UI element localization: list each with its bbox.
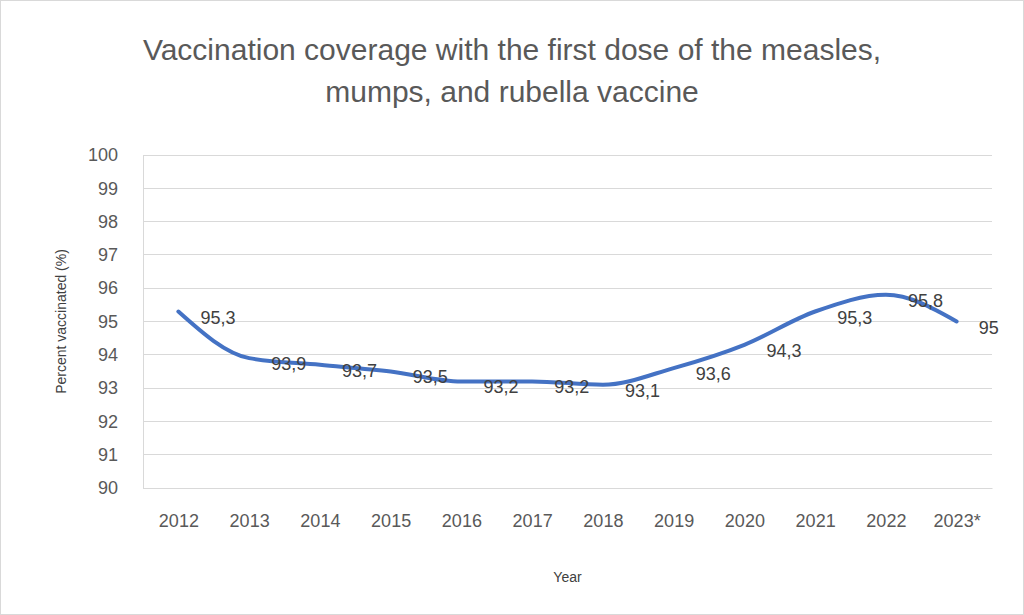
x-tick: 2014	[300, 488, 340, 531]
data-label: 95	[979, 318, 999, 338]
plot-area	[178, 295, 956, 385]
data-label: 93,1	[625, 381, 660, 401]
y-axis: 90 91 92 93 94 95 96 97 98 99 100	[88, 145, 144, 498]
y-tick: 95	[98, 312, 143, 332]
grid-line	[143, 254, 992, 255]
data-label: 93,2	[554, 377, 589, 397]
chart-title: Vaccination coverage with the first dose…	[143, 33, 881, 108]
data-label: 93,5	[413, 367, 448, 387]
x-tick: 2019	[654, 488, 694, 531]
x-axis-title: Year	[553, 569, 582, 585]
y-tick: 93	[98, 378, 143, 398]
data-label: 95,3	[837, 308, 872, 328]
y-tick-label: 92	[98, 412, 118, 432]
x-tick: 2012	[159, 488, 199, 531]
x-axis: 2012 2013 2014 2015 2016 2017 2018 2019 2020 2021…	[144, 488, 993, 531]
y-tick: 99	[98, 179, 143, 199]
x-tick: 2021	[796, 488, 836, 531]
y-tick-label: 97	[98, 245, 118, 265]
data-label: 93,7	[342, 361, 377, 381]
grid-line	[143, 454, 992, 455]
y-axis-line	[143, 156, 144, 489]
x-tick: 2020	[725, 488, 765, 531]
x-tick-label: 2016	[442, 511, 482, 531]
y-tick: 98	[98, 212, 143, 232]
y-axis-title: Percent vaccinated (%)	[53, 249, 69, 394]
y-tick-label: 94	[98, 345, 118, 365]
y-tick: 96	[98, 278, 143, 298]
x-tick-label: 2018	[583, 511, 623, 531]
data-label: 95,8	[908, 291, 943, 311]
y-tick-label: 91	[98, 445, 118, 465]
x-tick-label: 2022	[866, 511, 906, 531]
data-line	[178, 295, 956, 385]
data-label: 95,3	[200, 308, 235, 328]
y-tick: 91	[98, 445, 143, 465]
data-label: 93,9	[271, 354, 306, 374]
grid-line	[143, 421, 992, 422]
data-label: 93,2	[483, 377, 518, 397]
x-tick-label: 2023*	[934, 511, 981, 531]
chart: 9091929394959697989910020122013201420152…	[0, 0, 1024, 615]
x-tick-label: 2021	[796, 511, 836, 531]
y-tick-label: 100	[88, 145, 118, 165]
y-tick: 90	[98, 478, 143, 498]
y-tick: 92	[98, 412, 143, 432]
grid-line	[143, 155, 992, 156]
data-label: 93,6	[696, 364, 731, 384]
data-label: 94,3	[766, 341, 801, 361]
x-tick-label: 2019	[654, 511, 694, 531]
x-tick: 2016	[442, 488, 482, 531]
y-tick-label: 93	[98, 378, 118, 398]
y-tick: 100	[88, 145, 143, 165]
grid-line	[143, 221, 992, 222]
grid-line	[143, 488, 992, 489]
y-tick-label: 96	[98, 278, 118, 298]
chart-frame	[1, 1, 1024, 615]
grid-line	[143, 288, 992, 289]
x-tick: 2017	[513, 488, 553, 531]
x-tick-label: 2014	[300, 511, 340, 531]
x-tick-label: 2012	[159, 511, 199, 531]
x-tick: 2018	[583, 488, 623, 531]
x-tick: 2022	[866, 488, 906, 531]
x-tick: 2023*	[934, 488, 981, 531]
grid	[143, 155, 992, 488]
x-axis-line	[144, 488, 993, 489]
x-tick: 2013	[230, 488, 270, 531]
x-tick-label: 2015	[371, 511, 411, 531]
y-tick-label: 98	[98, 212, 118, 232]
x-tick-label: 2020	[725, 511, 765, 531]
y-tick-label: 95	[98, 312, 118, 332]
grid-line	[143, 188, 992, 189]
y-tick-label: 99	[98, 179, 118, 199]
y-tick: 97	[98, 245, 143, 265]
x-tick-label: 2013	[230, 511, 270, 531]
x-tick-label: 2017	[513, 511, 553, 531]
y-tick: 94	[98, 345, 143, 365]
data-labels: 95,3 93,9 93,7 93,5 93,2 93,2 93,1 93,6 94,3 95,3…	[200, 291, 998, 401]
y-tick-label: 90	[98, 478, 118, 498]
x-tick: 2015	[371, 488, 411, 531]
